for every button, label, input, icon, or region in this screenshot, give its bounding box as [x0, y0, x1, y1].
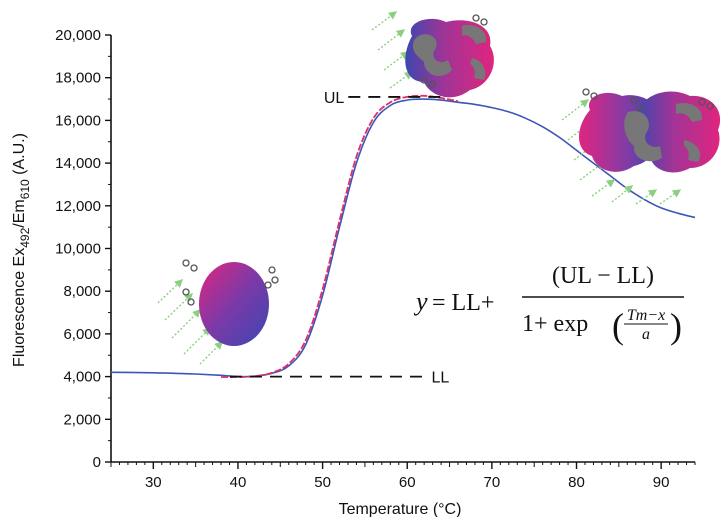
equation-inner-denominator: a — [642, 326, 650, 343]
equation-denominator-prefix: 1+ exp — [522, 311, 588, 337]
ul-label: UL — [324, 90, 345, 107]
unfolded-protein-illustration — [157, 259, 279, 365]
equation-equals: = LL+ — [432, 290, 494, 316]
y-tick-label: 2,000 — [63, 411, 101, 428]
y-tick-label: 10,000 — [55, 241, 101, 258]
x-tick-label: 80 — [568, 474, 585, 491]
x-tick-label: 50 — [314, 474, 331, 491]
ul-annotation: UL — [324, 90, 442, 107]
equation-lhs: y — [413, 287, 428, 316]
ll-label: LL — [432, 370, 450, 387]
x-tick-label: 40 — [230, 474, 247, 491]
equation-numerator: (UL − LL) — [552, 263, 654, 289]
y-tick-label: 8,000 — [63, 283, 101, 300]
series-line-red — [220, 94, 459, 378]
axes: 0 2,000 4,000 6,000 8,000 10,000 12,000 14,000 1… — [55, 27, 696, 491]
x-tick-label: 30 — [145, 474, 162, 491]
equation-open-paren: ( — [612, 306, 624, 346]
x-axis-title: Temperature (°C) — [339, 501, 462, 517]
ll-annotation: LL — [229, 370, 450, 387]
fit-equation: y = LL+ (UL − LL) 1+ exp ( Tm−x a ) — [413, 263, 684, 346]
y-tick-label: 16,000 — [55, 112, 101, 129]
y-tick-label: 18,000 — [55, 70, 101, 87]
equation-inner-numerator: Tm−x — [627, 307, 665, 324]
aggregated-protein-illustration — [561, 88, 721, 205]
y-tick-label: 4,000 — [63, 369, 101, 386]
equation-close-paren: ) — [670, 306, 682, 346]
x-tick-label: 70 — [484, 474, 501, 491]
y-tick-label: 6,000 — [63, 326, 101, 343]
y-tick-label: 20,000 — [55, 27, 101, 44]
x-tick-label: 90 — [653, 474, 670, 491]
y-tick-label: 12,000 — [55, 198, 101, 215]
y-axis-title: Fluorescence Ex492/Em610 (A.U.) — [11, 133, 32, 367]
x-tick-label: 60 — [399, 474, 416, 491]
y-tick-label: 14,000 — [55, 155, 101, 172]
folded-protein-illustration — [371, 11, 494, 98]
y-tick-label: 0 — [93, 454, 101, 471]
